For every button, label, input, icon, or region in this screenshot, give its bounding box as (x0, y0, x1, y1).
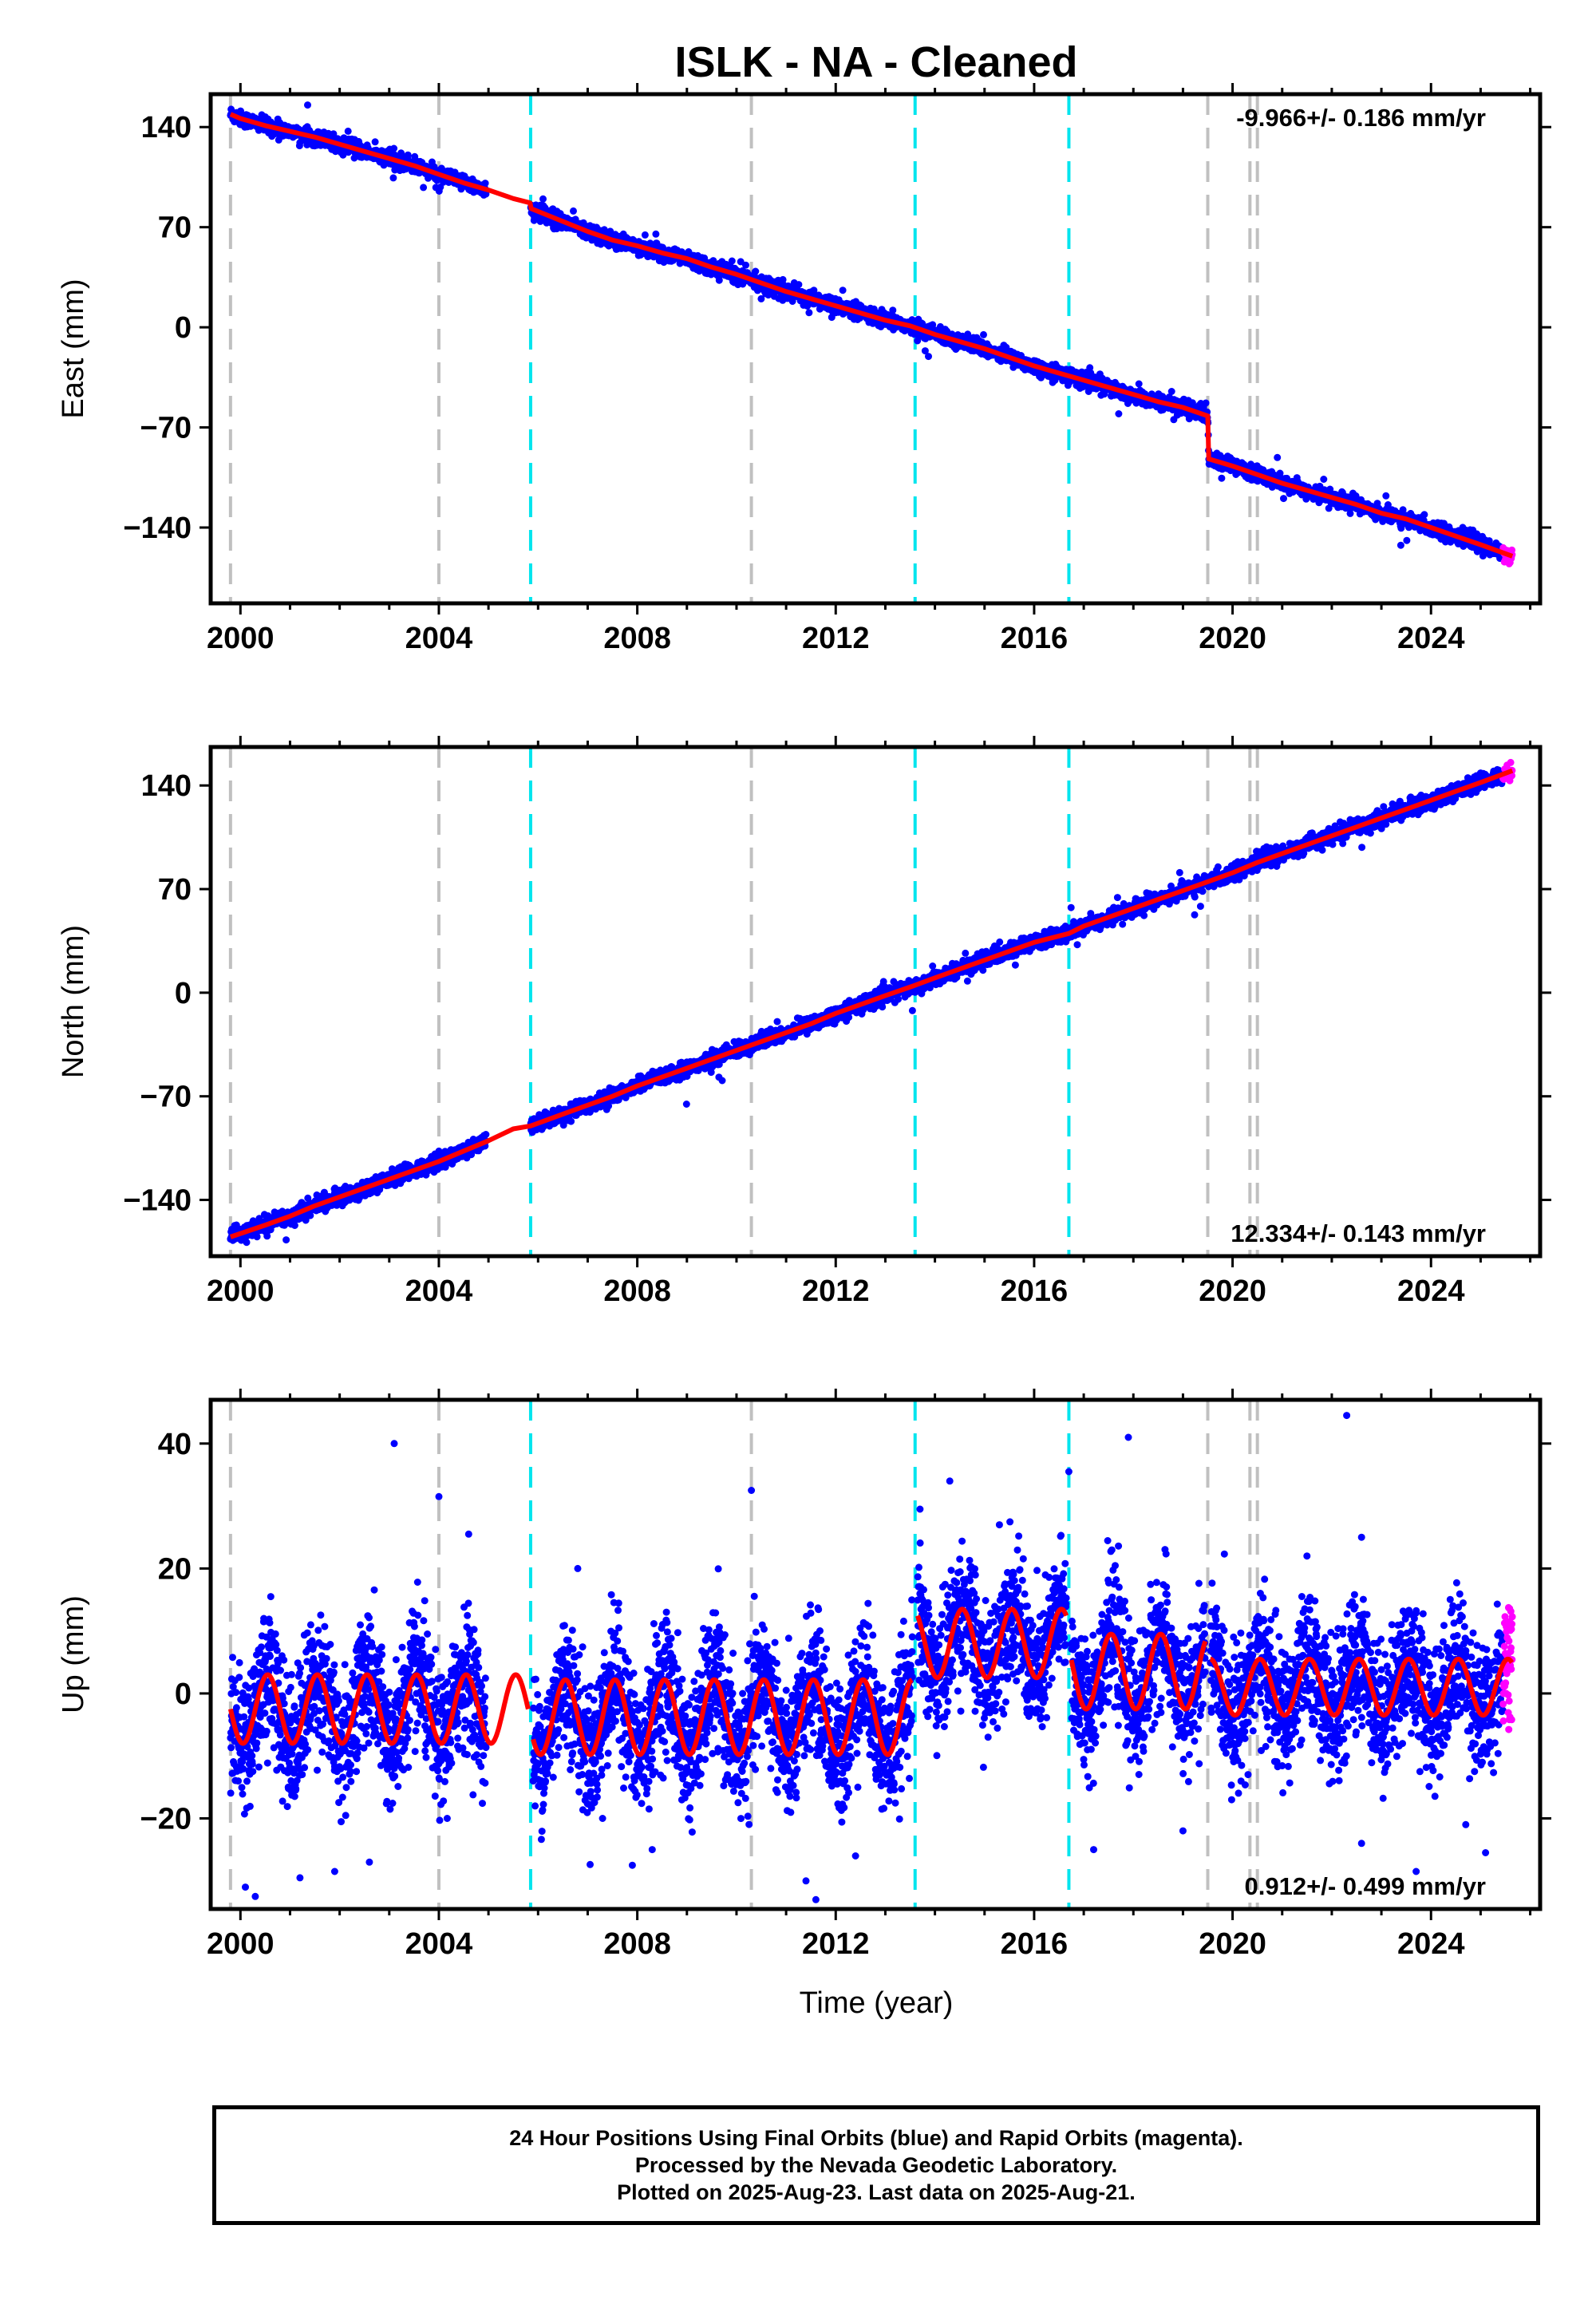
panel-up: 2000 2004 2008 2012 2016 2020 2024 40 20 0 −20 Up (… (57, 1389, 1551, 1961)
x-tick-label: 2004 (405, 622, 473, 655)
east-model-curve (229, 112, 1514, 559)
x-tick-label: 2008 (603, 1275, 671, 1308)
x-tick-label: 2008 (603, 622, 671, 655)
x-axis-label: Time (year) (800, 1986, 954, 2020)
up-observations (227, 1412, 1516, 1903)
x-tick-label: 2016 (1001, 1927, 1069, 1961)
rapid-orbit-points (1499, 1603, 1516, 1733)
east-rate-label: -9.966+/- 0.186 mm/yr (1236, 104, 1486, 132)
north-axis-label: North (mm) (57, 925, 90, 1078)
y-tick-label: −20 (140, 1802, 192, 1836)
chart-title: ISLK - NA - Cleaned (674, 38, 1077, 86)
x-tick-label: 2004 (405, 1927, 473, 1961)
panel-east: 2000 2004 2008 2012 2016 2020 2024 140 70 0 −70 −14… (57, 83, 1551, 655)
x-tick-label: 2020 (1199, 1927, 1266, 1961)
caption-box: 24 Hour Positions Using Final Orbits (bl… (212, 2105, 1540, 2225)
y-tick-label: −140 (123, 512, 192, 545)
y-tick-label: 140 (141, 111, 192, 144)
y-tick-label: 0 (175, 311, 192, 345)
caption-line-processed: Processed by the Nevada Geodetic Laborat… (634, 2153, 1118, 2177)
north-observations (227, 758, 1516, 1247)
y-tick-label: 0 (175, 977, 192, 1010)
x-tick-label: 2012 (802, 1275, 870, 1308)
x-tick-label: 2016 (1001, 1275, 1069, 1308)
up-panel-frame (208, 1397, 1543, 1911)
y-tick-label: 40 (158, 1428, 192, 1461)
vertical-markers (228, 747, 1259, 1256)
final-orbit-points (227, 1412, 1507, 1903)
panel-north: 2000 2004 2008 2012 2016 2020 2024 140 70 0 −70 −14… (57, 736, 1551, 1308)
north-panel-frame (208, 745, 1543, 1259)
east-axis-label: East (mm) (57, 279, 90, 418)
up-model-segment (915, 1607, 1069, 1681)
up-rate-label: 0.912+/- 0.499 mm/yr (1245, 1872, 1486, 1900)
x-tick-label: 2004 (405, 1275, 473, 1308)
x-tick-label: 2020 (1199, 1275, 1266, 1308)
x-tick-label: 2000 (207, 1275, 275, 1308)
x-tick-label: 2000 (207, 1927, 275, 1961)
x-tick-label: 2000 (207, 622, 275, 655)
final-orbit-points (227, 765, 1507, 1247)
x-tick-label: 2016 (1001, 622, 1069, 655)
caption-line-orbits: 24 Hour Positions Using Final Orbits (bl… (509, 2126, 1243, 2150)
y-tick-label: −70 (140, 412, 192, 445)
x-tick-label: 2024 (1397, 1275, 1465, 1308)
up-model-segment (227, 1672, 531, 1746)
x-tick-label: 2012 (802, 1927, 870, 1961)
east-observations (227, 101, 1516, 567)
y-tick-label: 20 (158, 1552, 192, 1586)
y-tick-label: 70 (158, 211, 192, 245)
x-tick-label: 2024 (1397, 622, 1465, 655)
north-rate-label: 12.334+/- 0.143 mm/yr (1231, 1219, 1486, 1247)
vertical-markers (228, 1400, 1259, 1909)
north-model-curve (229, 768, 1514, 1239)
panels-layer: 2000 2004 2008 2012 2016 2020 2024140700−70−14… (57, 83, 1551, 1961)
x-tick-label: 2020 (1199, 622, 1266, 655)
x-tick-label: 2024 (1397, 1927, 1465, 1961)
y-tick-label: −140 (123, 1184, 192, 1218)
y-tick-label: 70 (158, 873, 192, 907)
vertical-markers (228, 94, 1259, 603)
x-tick-label: 2012 (802, 622, 870, 655)
caption-line-dates: Plotted on 2025-Aug-23. Last data on 202… (617, 2180, 1136, 2204)
x-tick-label: 2008 (603, 1927, 671, 1961)
y-tick-label: 0 (175, 1678, 192, 1711)
up-model-segment (1069, 1631, 1208, 1712)
y-tick-label: 140 (141, 769, 192, 803)
up-axis-label: Up (mm) (57, 1595, 90, 1713)
up-model-segment (1208, 1656, 1515, 1718)
east-panel-frame (208, 92, 1543, 606)
up-model-segment (531, 1677, 914, 1757)
y-tick-label: −70 (140, 1081, 192, 1114)
